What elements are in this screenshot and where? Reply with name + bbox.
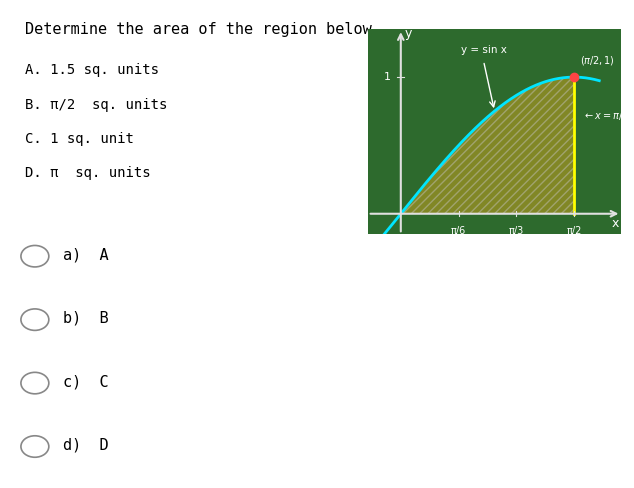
- Text: $(\pi/2, 1)$: $(\pi/2, 1)$: [579, 54, 614, 67]
- Text: a)  A: a) A: [63, 247, 109, 262]
- Text: y = sin x: y = sin x: [462, 45, 507, 55]
- Text: x: x: [612, 217, 619, 230]
- Text: π/3: π/3: [508, 226, 524, 236]
- Text: 1: 1: [384, 72, 391, 82]
- Text: b)  B: b) B: [63, 311, 109, 325]
- Text: A. 1.5 sq. units: A. 1.5 sq. units: [25, 63, 159, 78]
- Text: y: y: [405, 27, 412, 40]
- Text: $\leftarrow x = \pi/2$: $\leftarrow x = \pi/2$: [583, 109, 628, 122]
- Text: C. 1 sq. unit: C. 1 sq. unit: [25, 132, 134, 146]
- Text: d)  D: d) D: [63, 438, 109, 452]
- Text: Determine the area of the region below.: Determine the area of the region below.: [25, 22, 381, 37]
- Text: c)  C: c) C: [63, 374, 109, 389]
- Text: D. π  sq. units: D. π sq. units: [25, 166, 151, 180]
- Text: B. π/2  sq. units: B. π/2 sq. units: [25, 98, 168, 112]
- Text: π/2: π/2: [566, 226, 581, 236]
- Text: π/6: π/6: [451, 226, 466, 236]
